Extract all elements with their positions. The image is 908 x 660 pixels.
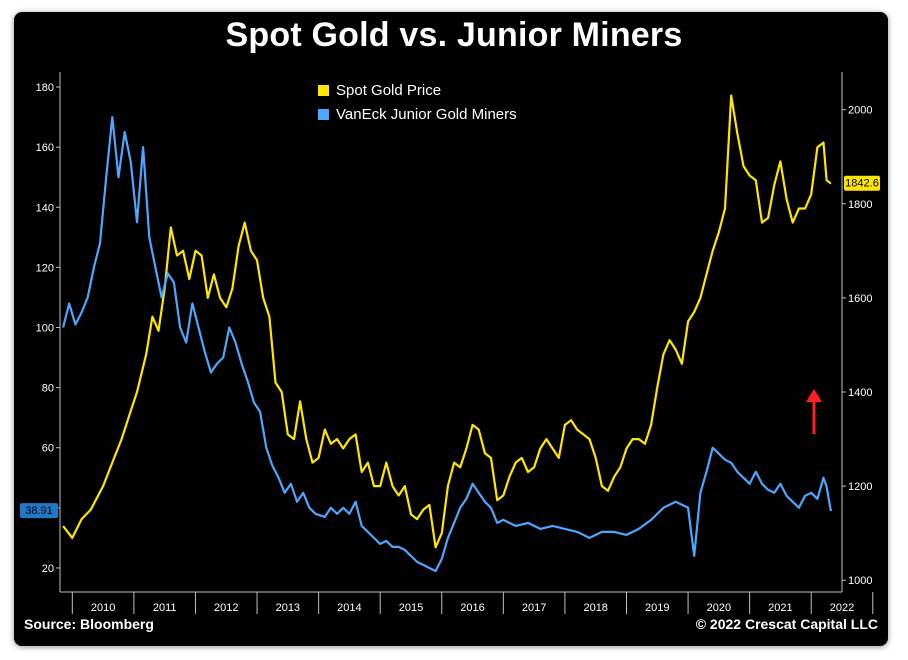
gold-last-value-label: 1842.6 [845, 178, 879, 190]
x-tick-label: 2010 [91, 602, 115, 614]
legend-label: Spot Gold Price [336, 82, 441, 99]
legend-label: VanEck Junior Gold Miners [336, 106, 517, 123]
x-tick-label: 2013 [276, 602, 300, 614]
right-tick-label: 1400 [848, 387, 872, 399]
x-tick-label: 2015 [399, 602, 423, 614]
right-tick-label: 1000 [848, 575, 872, 587]
x-tick-label: 2016 [460, 602, 484, 614]
right-tick-label: 1600 [848, 293, 872, 305]
x-tick-label: 2011 [153, 602, 177, 614]
right-tick-label: 1800 [848, 199, 872, 211]
spot-gold-line [62, 94, 832, 549]
left-tick-label: 180 [36, 82, 54, 94]
left-tick-label: 160 [36, 142, 54, 154]
left-tick-label: 80 [42, 383, 54, 395]
x-tick-label: 2021 [768, 602, 792, 614]
left-tick-label: 120 [36, 262, 54, 274]
chart-title: Spot Gold vs. Junior Miners [225, 16, 683, 54]
plot-frame [59, 72, 843, 593]
series-layer [62, 94, 832, 573]
x-tick-label: 2012 [214, 602, 238, 614]
x-tick-label: 2022 [830, 602, 854, 614]
left-tick-label: 140 [36, 202, 54, 214]
right-tick-label: 1200 [848, 481, 872, 493]
legend-swatch [318, 109, 329, 120]
x-tick-label: 2014 [337, 602, 361, 614]
junior-miners-line [62, 115, 832, 573]
red-arrow-icon [806, 389, 822, 434]
left-tick-label: 20 [42, 563, 54, 575]
left-tick-label: 60 [42, 443, 54, 455]
legend-swatch [318, 85, 329, 96]
miners-last-value-label: 38.91 [25, 505, 53, 517]
axis-ticks: 2040608010012014016018010001200140016001… [20, 82, 880, 614]
legend: Spot Gold Price VanEck Junior Gold Miners [318, 82, 517, 123]
right-tick-label: 2000 [848, 105, 872, 117]
x-tick-label: 2020 [707, 602, 731, 614]
gold-last-value-tag [844, 175, 880, 191]
x-tick-label: 2018 [583, 602, 607, 614]
x-tick-label: 2017 [522, 602, 546, 614]
x-tick-label: 2019 [645, 602, 669, 614]
left-tick-label: 100 [36, 322, 54, 334]
source-label: Source: Bloomberg [24, 616, 154, 632]
miners-last-value-tag [20, 503, 58, 519]
copyright-label: © 2022 Crescat Capital LLC [695, 616, 878, 632]
